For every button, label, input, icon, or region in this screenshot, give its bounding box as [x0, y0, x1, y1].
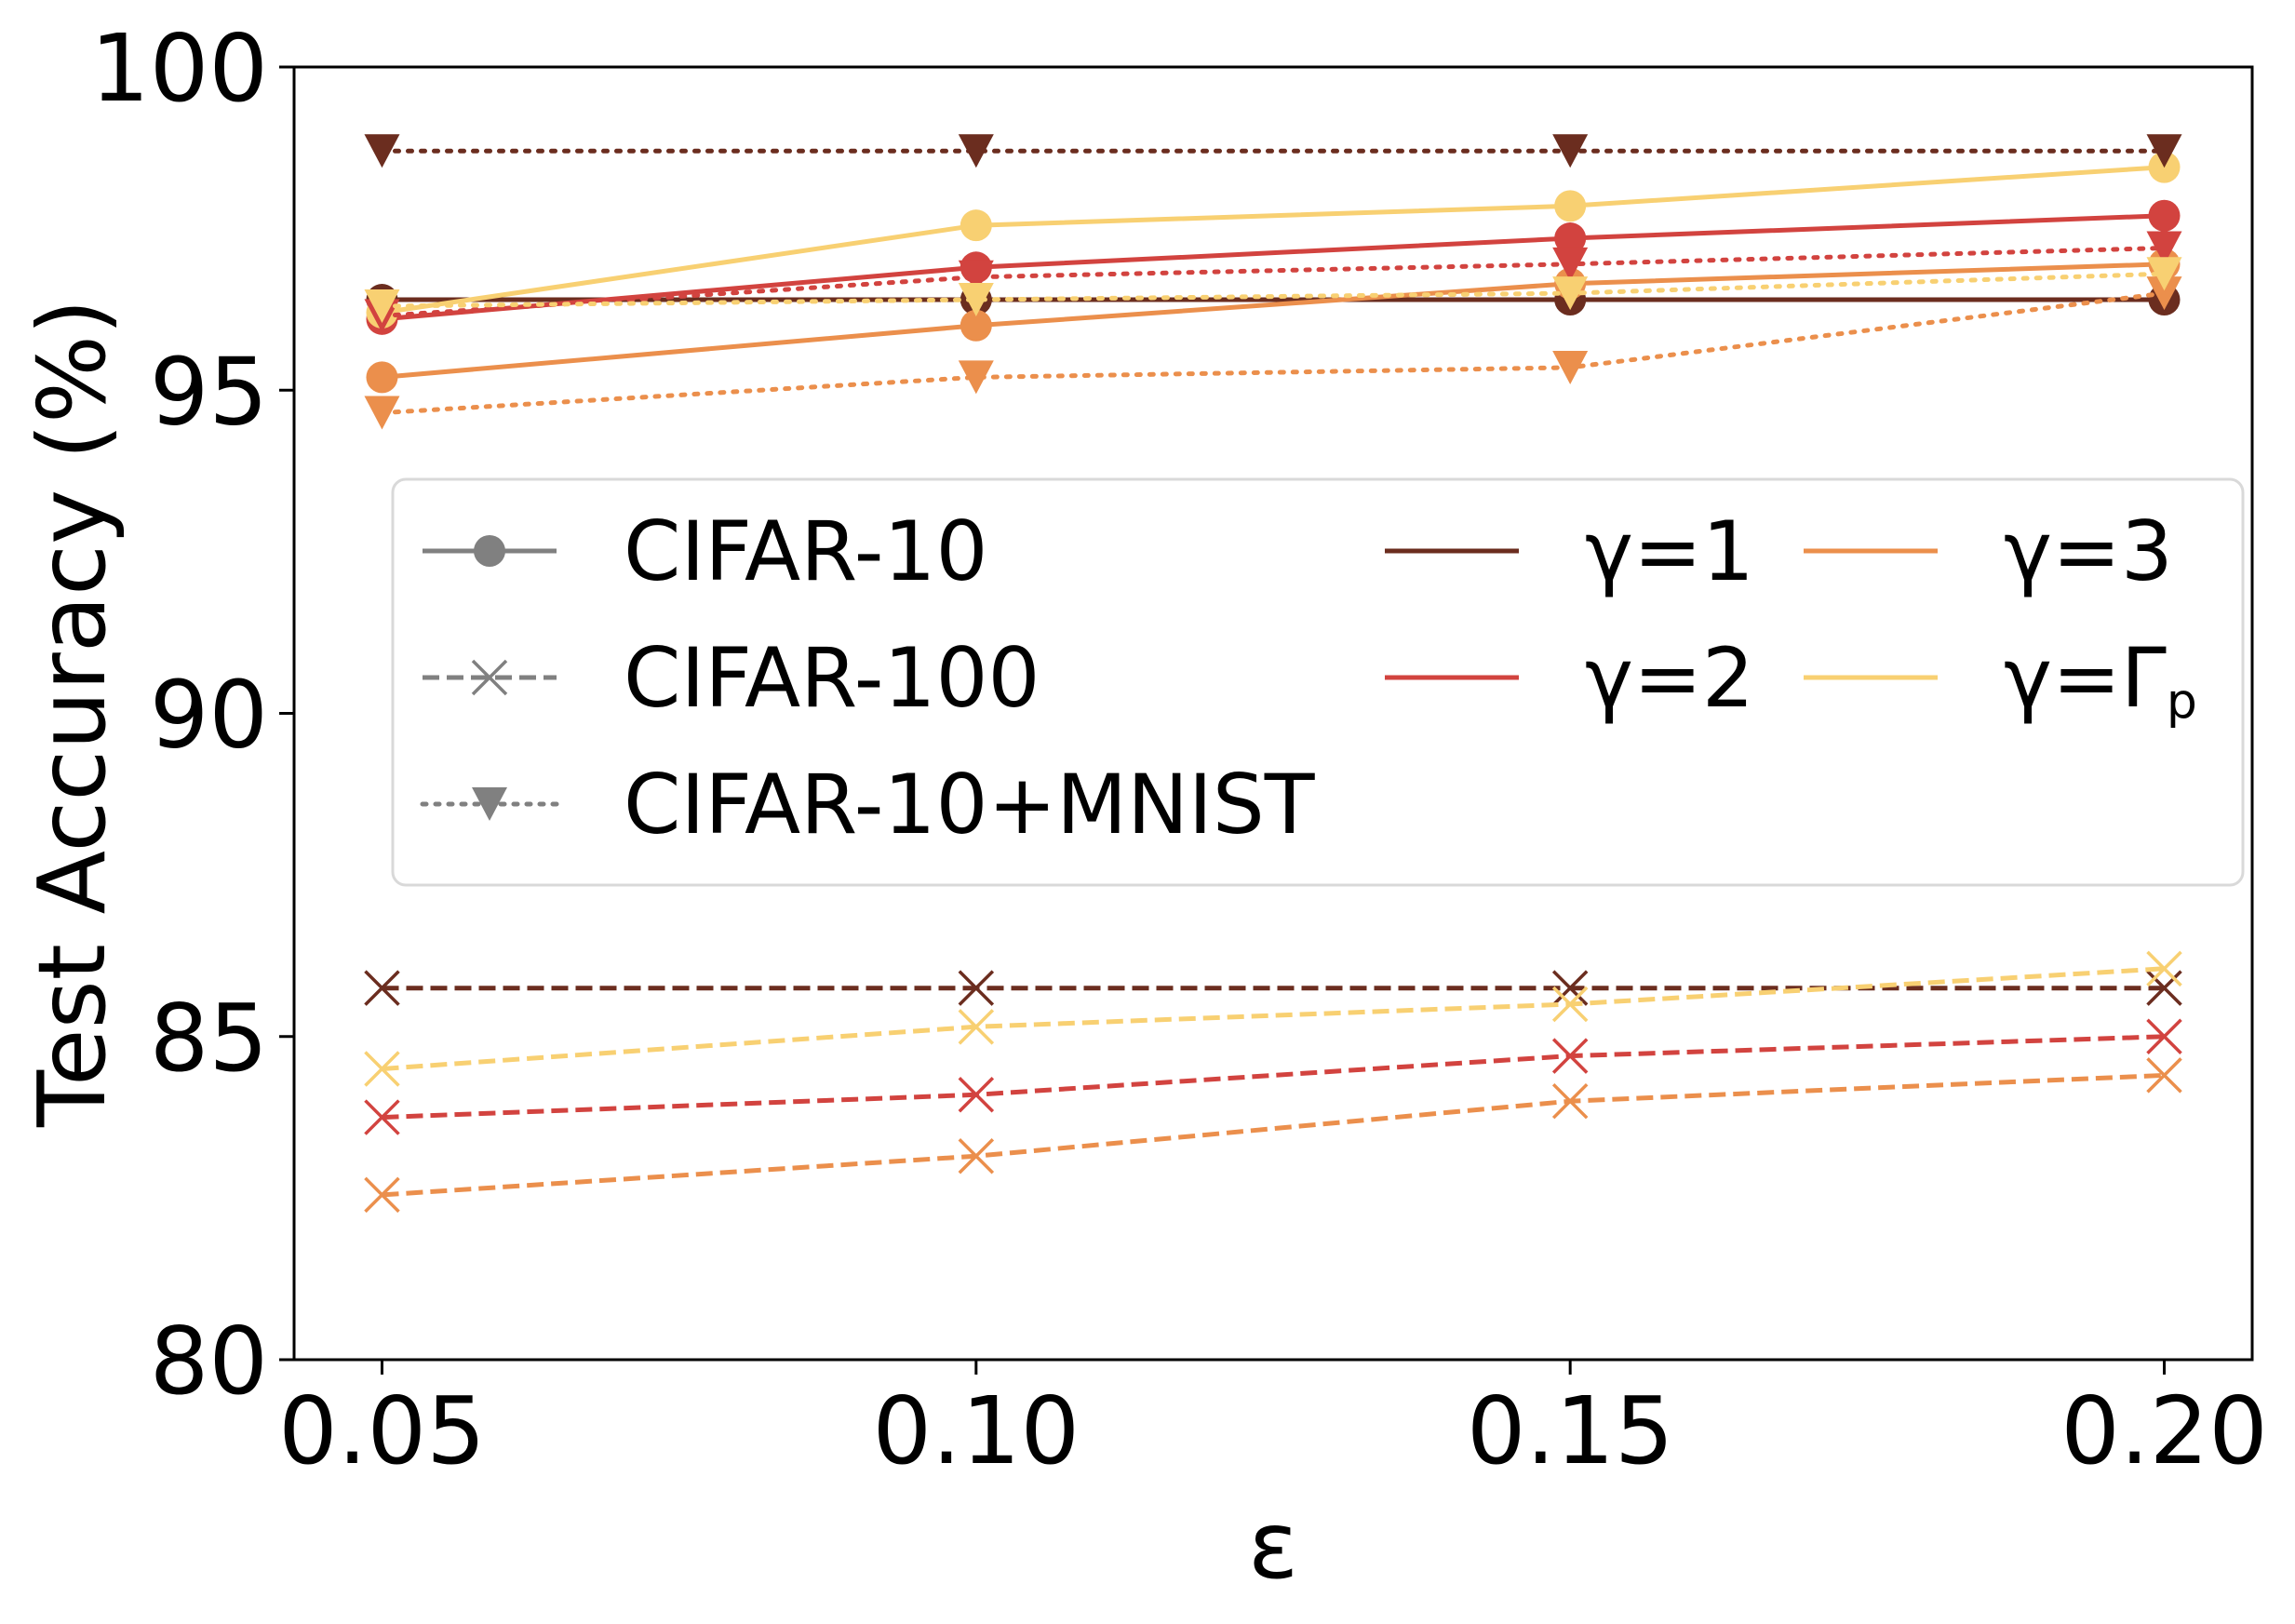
series-cifar-10-1 — [366, 284, 2181, 316]
legend-label-gamma-3-sub: p — [2167, 674, 2197, 730]
data-point-cifar-100-3-3 — [2146, 1057, 2182, 1094]
data-point-cifar-100-1-2 — [1551, 970, 1589, 1006]
series-line-cifar-10-mnist-2 — [380, 246, 2167, 318]
data-point-cifar-10-p-1 — [960, 209, 992, 242]
series-line-cifar-10-mnist-3 — [380, 290, 2167, 416]
legend: CIFAR-10 CIFAR-100 CIFAR-10+MNIST γ=1 γ=2 γ=3… — [391, 477, 2245, 887]
x-tick-label-3: 0.20 — [2060, 1376, 2268, 1485]
data-point-cifar-10-mnist-1-2 — [1552, 134, 1589, 168]
y-tick-label-1: 85 — [150, 984, 268, 1093]
data-point-cifar-100-1-1 — [958, 970, 995, 1006]
data-point-cifar-100-p-1 — [958, 1009, 995, 1045]
series-cifar-10-mnist-1 — [364, 134, 2182, 168]
data-point-cifar-10-mnist-1-0 — [364, 134, 400, 168]
y-tick-label-2: 90 — [150, 661, 268, 770]
legend-frame — [391, 477, 2245, 887]
legend-label-cifar-10-mnist: CIFAR-10+MNIST — [624, 757, 1316, 852]
series-cifar-100-1 — [364, 970, 2182, 1006]
legend-label-gamma-2-main: γ=3 — [2004, 503, 2173, 599]
y-axis-title: Test Accuracy (%) — [18, 299, 127, 1128]
data-point-cifar-100-p-3 — [2146, 950, 2182, 987]
data-point-cifar-10-mnist-p-3 — [2146, 257, 2182, 291]
series-cifar-100-3 — [364, 1057, 2182, 1214]
series-line-cifar-10-2 — [382, 213, 2165, 322]
legend-label-gamma-1: γ=2 — [1585, 630, 1754, 726]
series-cifar-10-mnist-3 — [364, 276, 2182, 430]
data-point-cifar-10-3-1 — [960, 309, 992, 342]
x-tick-label-0: 0.05 — [278, 1376, 486, 1485]
y-tick-label-4: 100 — [90, 14, 268, 123]
series-cifar-100-2 — [364, 1018, 2182, 1135]
series-cifar-100-p — [364, 950, 2182, 1087]
legend-label-gamma-2: γ=3 — [2004, 503, 2173, 599]
data-point-cifar-10-mnist-2-3 — [2146, 231, 2182, 265]
legend-label-gamma-3-main: γ=Γ — [2004, 630, 2167, 726]
series-cifar-10-2 — [366, 199, 2181, 335]
legend-label-gamma-1-main: γ=2 — [1585, 630, 1754, 726]
data-point-cifar-10-2-3 — [2148, 199, 2181, 232]
data-point-cifar-100-2-2 — [1551, 1038, 1589, 1074]
data-point-cifar-10-mnist-3-2 — [1552, 350, 1589, 384]
data-point-cifar-10-mnist-3-3 — [2146, 276, 2182, 311]
x-axis-title: ε — [1248, 1491, 1298, 1600]
series-cifar-10-3 — [366, 248, 2181, 394]
y-tick-label-0: 80 — [150, 1307, 268, 1416]
y-tick-label-3: 95 — [150, 337, 268, 446]
series-cifar-10-mnist-p — [364, 257, 2182, 323]
data-point-cifar-100-p-0 — [364, 1051, 400, 1087]
data-point-cifar-10-mnist-p-1 — [958, 283, 994, 317]
series-line-cifar-10-p — [382, 165, 2165, 315]
legend-marker-cifar-10-mnist — [472, 787, 507, 821]
legend-marker-cifar-100 — [471, 659, 508, 696]
data-point-cifar-100-3-1 — [958, 1137, 995, 1174]
legend-label-cifar-100: CIFAR-100 — [624, 630, 1040, 726]
data-point-cifar-100-p-2 — [1551, 986, 1589, 1023]
data-point-cifar-10-mnist-p-0 — [364, 289, 400, 323]
data-point-cifar-10-3-0 — [366, 361, 398, 394]
series-cifar-10-mnist-2 — [364, 231, 2182, 333]
legend-marker-cifar-10 — [474, 535, 505, 567]
data-point-cifar-100-3-2 — [1551, 1082, 1589, 1120]
data-point-cifar-10-mnist-1-3 — [2146, 134, 2182, 168]
data-point-cifar-10-2-2 — [1554, 222, 1587, 255]
data-point-cifar-100-3-0 — [364, 1176, 400, 1214]
series-layer — [364, 134, 2182, 1214]
series-line-cifar-100-p — [382, 966, 2165, 1071]
data-point-cifar-100-1-0 — [364, 970, 400, 1006]
data-point-cifar-10-mnist-2-1 — [958, 260, 994, 294]
data-point-cifar-10-mnist-p-2 — [1552, 276, 1589, 311]
data-point-cifar-10-mnist-3-1 — [958, 360, 994, 395]
x-tick-label-1: 0.10 — [872, 1376, 1080, 1485]
series-line-cifar-100-3 — [382, 1072, 2165, 1198]
data-point-cifar-100-2-0 — [364, 1099, 400, 1135]
data-point-cifar-100-1-3 — [2146, 970, 2182, 1006]
data-point-cifar-10-mnist-3-0 — [364, 396, 400, 430]
legend-label-gamma-3: γ=Γp — [2004, 630, 2197, 730]
data-point-cifar-100-2-3 — [2146, 1018, 2182, 1054]
series-line-cifar-10-mnist-p — [380, 271, 2167, 309]
axis-layer: 80 85 90 95 100 0.05 0.10 0.15 0.20 — [90, 14, 2268, 1485]
data-point-cifar-10-mnist-1-1 — [958, 134, 994, 168]
data-point-cifar-10-p-2 — [1554, 190, 1587, 222]
x-tick-label-2: 0.15 — [1467, 1376, 1674, 1485]
series-line-cifar-10-3 — [382, 262, 2165, 380]
data-point-cifar-100-2-1 — [958, 1077, 995, 1113]
legend-label-cifar-10: CIFAR-10 — [624, 503, 987, 599]
legend-label-gamma-0: γ=1 — [1585, 503, 1754, 599]
series-line-cifar-100-2 — [382, 1034, 2165, 1121]
data-point-cifar-10-mnist-2-2 — [1552, 247, 1589, 281]
legend-label-gamma-0-main: γ=1 — [1585, 503, 1754, 599]
